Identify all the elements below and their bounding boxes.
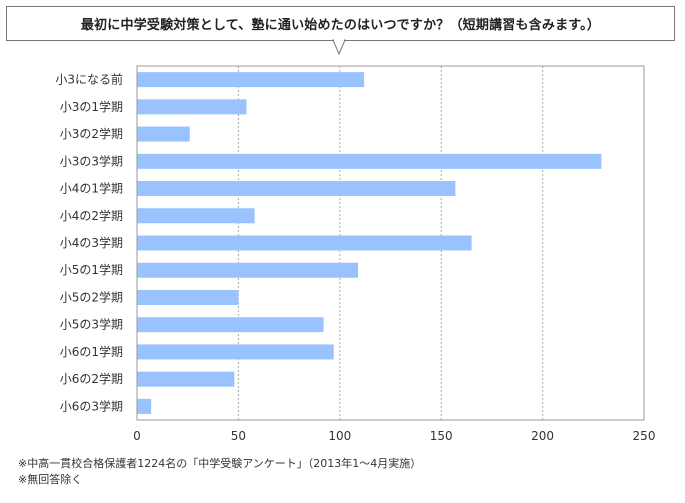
chart-title: 最初に中学受験対策として、塾に通い始めたのはいつですか？（短期講習も含みます。） (80, 18, 601, 33)
bar (137, 153, 602, 169)
x-tick-label: 0 (133, 429, 141, 443)
bar (137, 126, 190, 142)
bar (137, 398, 152, 414)
category-label: 小3の3学期 (60, 153, 123, 168)
category-label: 小4の2学期 (60, 208, 123, 223)
bar (137, 72, 365, 88)
title-pointer (332, 39, 346, 56)
footnote-source: ※中高一貫校合格保護者1224名の「中学受験アンケート」（2013年1～4月実施… (18, 457, 422, 470)
bar (137, 99, 247, 115)
bar (137, 371, 235, 387)
category-label: 小4の1学期 (60, 181, 123, 196)
category-label: 小6の1学期 (60, 344, 123, 359)
x-tick-label: 50 (231, 429, 246, 443)
bar (137, 289, 239, 305)
category-label: 小4の3学期 (60, 235, 123, 250)
x-tick-labels: 0 50 100 150 200 250 (133, 429, 655, 443)
x-tick-label: 200 (531, 429, 554, 443)
x-tick-label: 250 (633, 429, 656, 443)
chart-title-box: 最初に中学受験対策として、塾に通い始めたのはいつですか？（短期講習も含みます。） (6, 6, 675, 41)
category-label: 小3の1学期 (60, 99, 123, 114)
category-label: 小3の2学期 (60, 126, 123, 141)
bar (137, 262, 359, 278)
category-label: 小6の3学期 (60, 398, 123, 413)
category-label: 小6の2学期 (60, 371, 123, 386)
category-labels: 小3になる前小3の1学期小3の2学期小3の3学期小4の1学期小4の2学期小4の3… (55, 72, 123, 414)
bars (137, 72, 602, 414)
x-tick-label: 100 (328, 429, 351, 443)
footnote-no-answer: ※無回答除く (18, 473, 83, 486)
footnotes: ※中高一貫校合格保護者1224名の「中学受験アンケート」（2013年1～4月実施… (18, 456, 421, 488)
bar (137, 208, 255, 224)
bar (137, 235, 472, 251)
category-label: 小5の1学期 (60, 262, 123, 277)
plot-frame (136, 65, 645, 421)
bar (137, 181, 456, 197)
category-label: 小5の3学期 (60, 317, 123, 332)
x-tick-label: 150 (430, 429, 453, 443)
category-label: 小5の2学期 (60, 289, 123, 304)
bar (137, 344, 334, 360)
category-label: 小3になる前 (55, 72, 123, 87)
bar (137, 317, 324, 333)
